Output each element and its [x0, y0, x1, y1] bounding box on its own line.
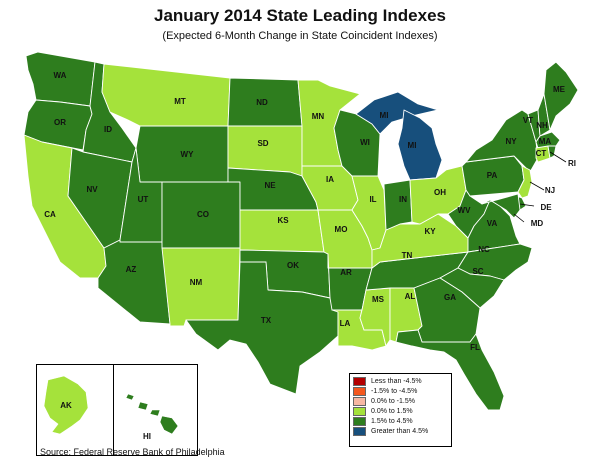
state-hi-inset: [125, 393, 179, 435]
legend-label: Greater than 4.5%: [371, 427, 429, 435]
label-wv: WV: [458, 206, 472, 215]
label-wa: WA: [54, 71, 67, 80]
map-subtitle: (Expected 6-Month Change in State Coinci…: [162, 30, 438, 42]
legend-label: -1.5% to -4.5%: [371, 387, 418, 395]
label-nc: NC: [478, 245, 490, 254]
legend-swatch: [353, 416, 366, 426]
label-ct: CT: [536, 149, 547, 158]
label-ga: GA: [444, 293, 456, 302]
label-pa: PA: [487, 171, 498, 180]
label-mt: MT: [174, 97, 186, 106]
state-labels: WA OR CA ID NV MT WY UT AZ CO NM ND SD N…: [44, 71, 576, 352]
label-nd: ND: [256, 98, 268, 107]
state-ri: [547, 145, 557, 159]
label-la: LA: [340, 319, 351, 328]
legend-swatch: [353, 406, 366, 416]
label-ks: KS: [277, 216, 289, 225]
label-hi: HI: [143, 432, 151, 441]
state-fl: [395, 329, 505, 411]
label-ok: OK: [287, 261, 299, 270]
label-mi-upper: MI: [380, 111, 389, 120]
legend-swatch: [353, 396, 366, 406]
legend-label: 1.5% to 4.5%: [371, 417, 413, 425]
label-va: VA: [487, 219, 498, 228]
label-tx: TX: [261, 316, 272, 325]
source-note: Source: Federal Reserve Bank of Philadel…: [40, 447, 225, 457]
label-ma: MA: [539, 137, 552, 146]
label-al: AL: [405, 292, 416, 301]
map-title: January 2014 State Leading Indexes: [154, 6, 446, 25]
state-nj: [517, 165, 533, 199]
label-de: DE: [540, 203, 552, 212]
label-nj: NJ: [545, 186, 555, 195]
legend-swatch: [353, 386, 366, 396]
legend: Less than -4.5% -1.5% to -4.5% 0.0% to -…: [349, 373, 452, 447]
legend-item: 0.0% to -1.5%: [353, 396, 448, 406]
label-me: ME: [553, 85, 566, 94]
callout-lines: [513, 151, 567, 223]
state-tx: [185, 261, 339, 395]
label-ar: AR: [340, 268, 352, 277]
legend-label: 0.0% to -1.5%: [371, 397, 415, 405]
state-md: [481, 193, 521, 219]
label-tn: TN: [402, 251, 413, 260]
label-ri: RI: [568, 159, 576, 168]
label-vt: VT: [523, 116, 533, 125]
label-id: ID: [104, 125, 112, 134]
label-wy: WY: [181, 150, 195, 159]
label-ny: NY: [505, 137, 517, 146]
label-sd: SD: [257, 139, 268, 148]
label-ut: UT: [138, 195, 149, 204]
label-co: CO: [197, 210, 209, 219]
legend-swatch: [353, 376, 366, 386]
label-nm: NM: [190, 278, 203, 287]
label-ca: CA: [44, 210, 56, 219]
legend-item: Less than -4.5%: [353, 376, 448, 386]
label-il: IL: [369, 195, 376, 204]
label-mi-lower: MI: [408, 141, 417, 150]
legend-item: -1.5% to -4.5%: [353, 386, 448, 396]
label-ms: MS: [372, 295, 385, 304]
legend-item: 1.5% to 4.5%: [353, 416, 448, 426]
label-nv: NV: [86, 185, 98, 194]
legend-label: Less than -4.5%: [371, 377, 422, 385]
legend-item: Greater than 4.5%: [353, 426, 448, 436]
label-mn: MN: [312, 112, 325, 121]
label-sc: SC: [472, 267, 483, 276]
state-mi-upper: [355, 91, 439, 135]
state-me: [543, 61, 579, 131]
label-in: IN: [399, 195, 407, 204]
label-ak: AK: [60, 401, 72, 410]
state-ak-inset: [43, 375, 89, 435]
label-fl: FL: [470, 343, 480, 352]
label-or: OR: [54, 118, 66, 127]
label-nh: NH: [536, 121, 548, 130]
label-md: MD: [531, 219, 544, 228]
legend-swatch: [353, 426, 366, 436]
label-ia: IA: [326, 175, 334, 184]
label-mo: MO: [335, 225, 348, 234]
label-ne: NE: [264, 181, 276, 190]
state-in: [383, 179, 413, 231]
label-ky: KY: [424, 227, 436, 236]
legend-item: 0.0% to 1.5%: [353, 406, 448, 416]
label-oh: OH: [434, 188, 446, 197]
label-az: AZ: [126, 265, 137, 274]
state-ct: [535, 145, 551, 163]
legend-label: 0.0% to 1.5%: [371, 407, 413, 415]
label-wi: WI: [360, 138, 370, 147]
